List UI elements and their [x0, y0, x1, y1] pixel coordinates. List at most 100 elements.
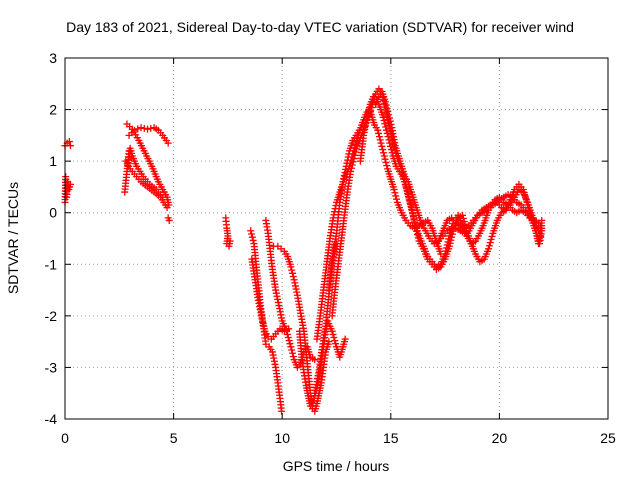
data-point-plus: [341, 168, 349, 176]
data-point-plus: [393, 195, 401, 203]
data-point-plus: [285, 337, 293, 345]
data-point-plus: [268, 348, 276, 356]
y-tick-label: 0: [49, 205, 57, 221]
data-point-plus: [447, 236, 455, 244]
y-tick-label: -4: [45, 411, 58, 427]
data-point-plus: [349, 158, 357, 166]
data-point-plus: [448, 233, 456, 241]
data-point-plus: [345, 150, 353, 158]
data-point-plus: [376, 136, 384, 144]
data-point-plus: [383, 104, 391, 112]
data-point-plus: [272, 289, 280, 297]
data-point-plus: [380, 117, 388, 125]
data-point-plus: [390, 186, 398, 194]
data-point-plus: [486, 239, 494, 247]
data-point-plus: [271, 360, 279, 368]
data-point-plus: [384, 108, 392, 116]
plot-frame: [64, 57, 609, 420]
data-point-plus: [413, 231, 421, 239]
data-point-plus: [137, 124, 145, 132]
data-point-plus: [387, 146, 395, 154]
data-point-plus: [125, 147, 133, 155]
data-point-plus: [458, 211, 466, 219]
data-point-plus: [270, 354, 278, 362]
data-point-plus: [269, 351, 277, 359]
data-point-plus: [446, 239, 454, 247]
y-tick-label: 2: [49, 102, 57, 118]
data-point-plus: [340, 172, 348, 180]
data-point-plus: [340, 175, 348, 183]
data-point-plus: [379, 146, 387, 154]
data-point-plus: [352, 148, 360, 156]
data-point-plus: [165, 216, 173, 224]
y-axis-label: SDTVAR / TECUs: [5, 182, 21, 294]
data-point-plus: [347, 164, 355, 172]
data-point-plus: [274, 295, 282, 303]
data-point-plus: [332, 340, 340, 348]
data-point-plus: [488, 232, 496, 240]
data-point-plus: [363, 113, 371, 121]
data-point-plus: [378, 142, 386, 150]
data-point-plus: [270, 357, 278, 365]
data-point-plus: [364, 110, 372, 118]
data-point-plus: [284, 334, 292, 342]
data-point-plus: [343, 159, 351, 167]
data-point-plus: [248, 230, 256, 238]
data-point-plus: [278, 314, 286, 322]
data-point-plus: [293, 288, 301, 296]
data-point-plus: [410, 215, 418, 223]
data-point-plus: [347, 167, 355, 175]
chart-title: Day 183 of 2021, Sidereal Day-to-day VTE…: [66, 19, 574, 35]
data-point-plus: [257, 309, 265, 317]
data-point-plus: [382, 101, 390, 109]
data-point-plus: [144, 125, 152, 133]
data-point-plus: [287, 343, 295, 351]
x-tick-label: 15: [383, 430, 399, 446]
data-point-plus: [290, 276, 298, 284]
data-point-plus: [256, 303, 264, 311]
data-point-plus: [325, 338, 333, 346]
data-point-plus: [289, 273, 297, 281]
data-point-plus: [385, 114, 393, 122]
data-point-plus: [283, 330, 291, 338]
data-point-plus: [350, 155, 358, 163]
data-point-plus: [288, 346, 296, 354]
data-point-plus: [249, 236, 257, 244]
data-point-plus: [391, 189, 399, 197]
data-point-plus: [273, 292, 281, 300]
data-point-plus: [134, 125, 142, 133]
data-point-plus: [459, 214, 467, 222]
data-point-plus: [411, 221, 419, 229]
data-point-plus: [379, 149, 387, 157]
data-point-plus: [275, 302, 283, 310]
data-point-plus: [375, 129, 383, 137]
data-point-plus: [485, 242, 493, 250]
data-point-plus: [66, 180, 74, 188]
data-point-plus: [278, 407, 286, 415]
data-point-plus: [448, 230, 456, 238]
data-point-plus: [289, 352, 297, 360]
data-point-plus: [382, 158, 390, 166]
data-point-plus: [410, 218, 418, 226]
data-point-plus: [342, 162, 350, 170]
data-point-plus: [163, 204, 171, 212]
x-tick-label: 10: [274, 430, 290, 446]
data-point-plus: [342, 165, 350, 173]
data-point-plus: [385, 111, 393, 119]
data-point-plus: [328, 327, 336, 335]
data-point-plus: [247, 227, 255, 235]
data-point-plus: [404, 189, 412, 197]
data-point-plus: [382, 126, 390, 134]
data-point-plus: [381, 98, 389, 106]
x-tick-label: 0: [61, 430, 69, 446]
data-point-plus: [344, 153, 352, 161]
x-axis-label: GPS time / hours: [283, 458, 390, 474]
data-point-plus: [485, 245, 493, 253]
data-point-plus: [286, 340, 294, 348]
data-point-plus: [272, 286, 280, 294]
data-point-plus: [407, 202, 415, 210]
data-point-plus: [341, 335, 349, 343]
data-point-plus: [331, 337, 339, 345]
ticks-layer: 0 5 10 15 20 25 -4 -3 -2 -1 0 1 2 3: [45, 50, 616, 446]
